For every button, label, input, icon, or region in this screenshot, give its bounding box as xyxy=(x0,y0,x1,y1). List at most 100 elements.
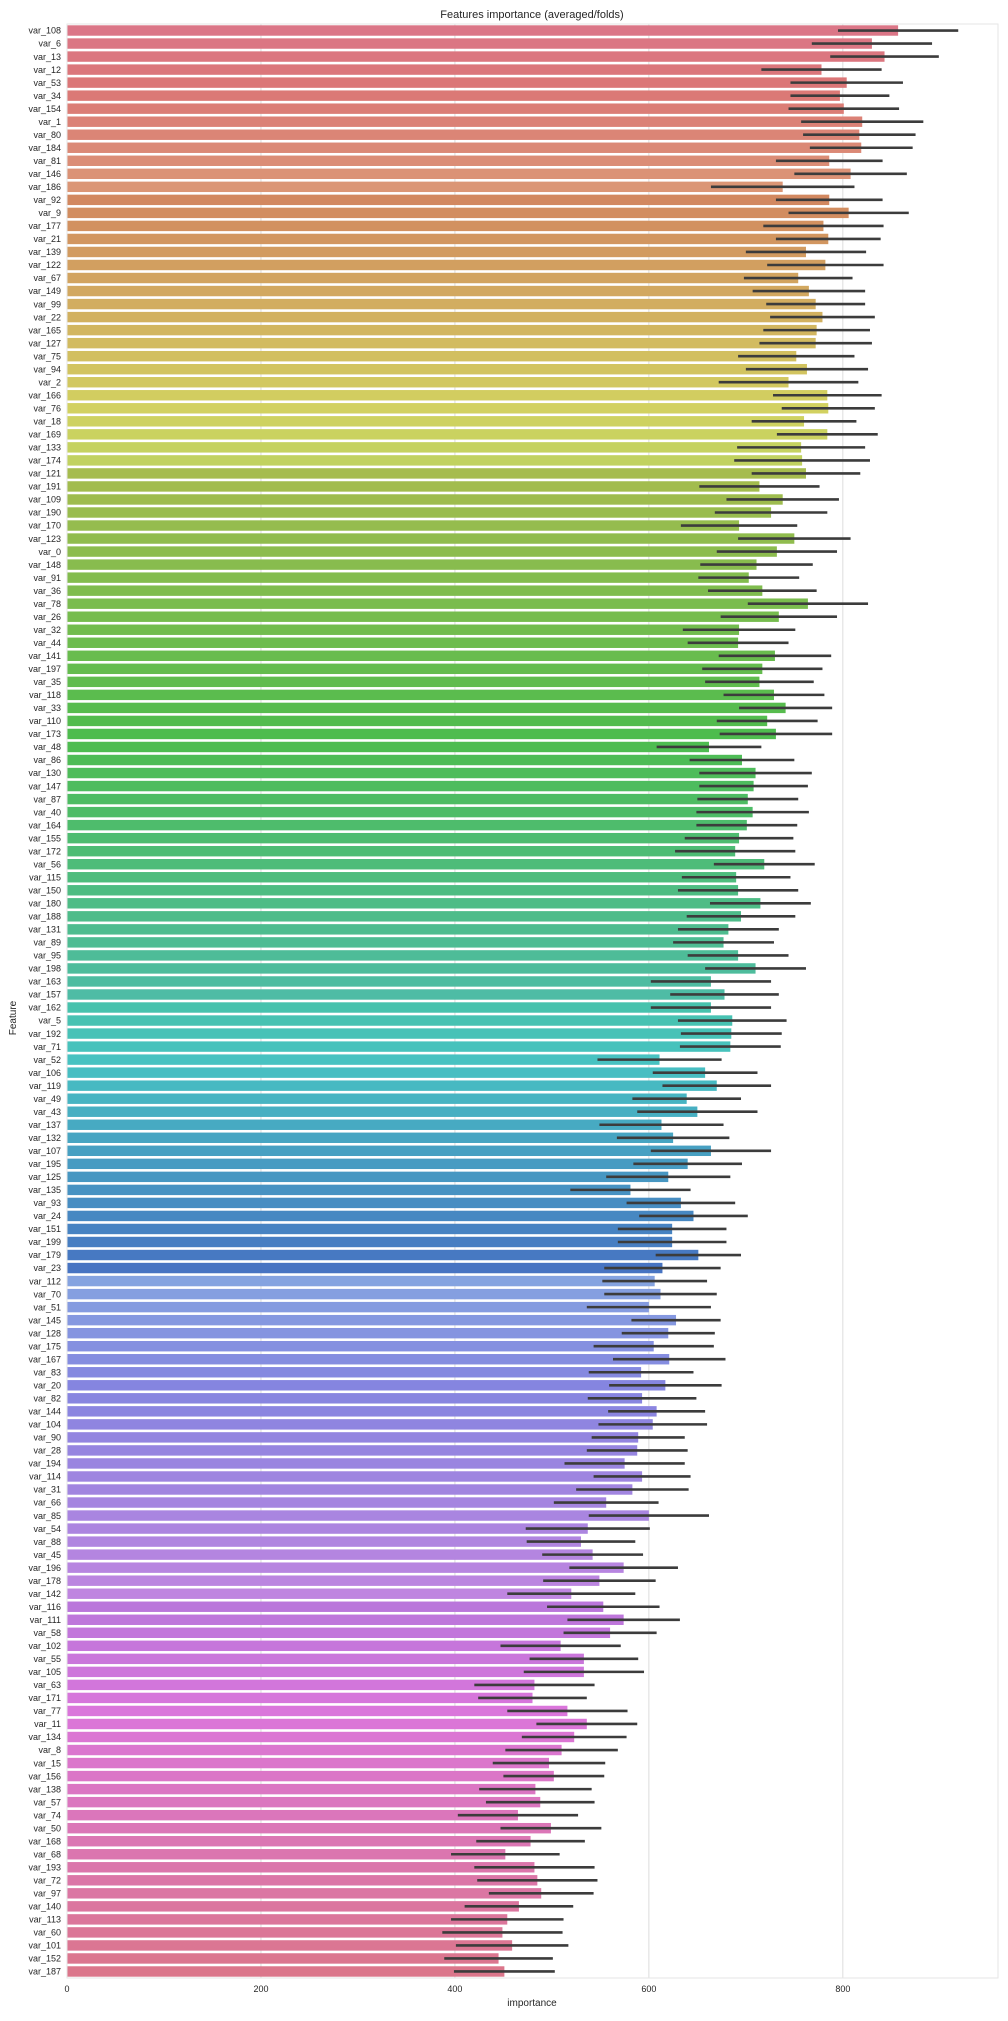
bar xyxy=(67,1484,633,1495)
bar xyxy=(67,1132,674,1143)
y-tick-label: var_0 xyxy=(38,547,61,557)
y-tick-label: var_115 xyxy=(29,872,61,882)
bar xyxy=(67,1666,584,1678)
bar xyxy=(67,741,710,753)
y-axis-label: Feature xyxy=(8,1000,19,1035)
y-tick-label: var_140 xyxy=(28,1902,61,1912)
y-tick-label: var_77 xyxy=(33,1706,61,1716)
bar xyxy=(67,911,742,922)
bar xyxy=(67,898,761,909)
y-tick-label: var_167 xyxy=(28,1354,61,1364)
y-tick-label: var_18 xyxy=(33,417,61,427)
y-tick-label: var_187 xyxy=(28,1967,61,1977)
bar xyxy=(67,1862,535,1873)
y-tick-label: var_28 xyxy=(33,1446,61,1456)
bar xyxy=(67,546,777,557)
y-tick-label: var_125 xyxy=(28,1172,61,1182)
y-tick-label: var_179 xyxy=(28,1250,61,1260)
bar xyxy=(67,155,830,166)
bar xyxy=(67,976,711,987)
y-tick-label: var_75 xyxy=(33,351,61,361)
y-tick-label: var_186 xyxy=(28,182,61,192)
bar xyxy=(67,1262,663,1274)
bar xyxy=(67,1849,506,1860)
bar xyxy=(67,1197,681,1209)
y-tick-label: var_170 xyxy=(28,521,61,531)
x-axis-label: importance xyxy=(507,1998,557,2009)
bar xyxy=(67,819,747,831)
y-tick-label: var_164 xyxy=(28,820,61,830)
bar xyxy=(67,1015,733,1026)
y-tick-label: var_163 xyxy=(28,977,61,987)
bar xyxy=(67,416,805,427)
y-tick-label: var_134 xyxy=(28,1732,61,1742)
y-tick-label: var_44 xyxy=(33,638,61,648)
y-tick-label: var_107 xyxy=(28,1146,61,1156)
bar xyxy=(67,1432,639,1443)
bar xyxy=(67,1888,542,1899)
bar xyxy=(67,64,822,75)
bar xyxy=(67,1445,638,1456)
y-tick-label: var_60 xyxy=(33,1928,61,1938)
bar xyxy=(67,872,737,883)
bar xyxy=(67,1119,662,1130)
x-tick-label: 200 xyxy=(253,1984,268,1994)
bar xyxy=(67,728,776,740)
bar xyxy=(67,233,829,245)
bar xyxy=(67,1041,731,1052)
y-tick-label: var_122 xyxy=(28,260,61,270)
y-tick-label: var_112 xyxy=(29,1276,61,1286)
bar xyxy=(67,1002,711,1013)
bar xyxy=(67,272,799,284)
y-tick-label: var_102 xyxy=(28,1641,61,1651)
bar xyxy=(67,1380,666,1391)
bar xyxy=(67,429,828,440)
error-bars-group xyxy=(442,29,959,1973)
y-tick-label: var_33 xyxy=(33,703,61,713)
bar xyxy=(67,1236,673,1248)
bar xyxy=(67,780,754,792)
y-tick-label: var_146 xyxy=(28,169,61,179)
y-tick-label: var_23 xyxy=(33,1263,61,1273)
y-tick-label: var_141 xyxy=(28,651,61,661)
y-tick-label: var_67 xyxy=(33,273,61,283)
bar xyxy=(67,1549,593,1560)
bar xyxy=(67,1757,549,1769)
bar xyxy=(67,363,807,375)
bar xyxy=(67,767,756,779)
bar xyxy=(67,77,847,88)
y-tick-label: var_188 xyxy=(28,912,61,922)
bar xyxy=(67,1588,572,1599)
y-tick-labels: var_108 var_6 var_13 var_12 var_53 var_34 var_… xyxy=(28,26,61,1977)
y-tick-label: var_119 xyxy=(29,1081,61,1091)
y-tick-label: var_172 xyxy=(28,846,61,856)
bar xyxy=(67,1796,541,1808)
bar xyxy=(67,455,803,466)
bar xyxy=(67,390,828,401)
bar xyxy=(67,468,806,479)
bar xyxy=(67,298,816,310)
bar xyxy=(67,1770,554,1782)
y-tick-label: var_21 xyxy=(33,234,61,244)
bars-group xyxy=(67,25,899,1977)
bar xyxy=(67,598,808,609)
y-tick-label: var_35 xyxy=(33,677,61,687)
y-tick-label: var_81 xyxy=(33,156,61,166)
y-tick-label: var_142 xyxy=(28,1589,61,1599)
x-tick-label: 400 xyxy=(447,1984,462,1994)
bar xyxy=(67,1354,670,1365)
bar xyxy=(67,1614,624,1625)
bar xyxy=(67,1783,536,1795)
y-tick-label: var_72 xyxy=(33,1876,61,1886)
bar xyxy=(67,324,817,336)
y-tick-label: var_173 xyxy=(28,729,61,739)
y-tick-label: var_169 xyxy=(28,430,61,440)
plot-frame xyxy=(66,23,999,1979)
bar xyxy=(67,377,789,388)
y-tick-label: var_184 xyxy=(28,143,61,153)
bar xyxy=(67,1210,694,1222)
y-tick-label: var_191 xyxy=(28,482,61,492)
y-tick-label: var_151 xyxy=(28,1224,61,1234)
bar xyxy=(67,1067,706,1078)
